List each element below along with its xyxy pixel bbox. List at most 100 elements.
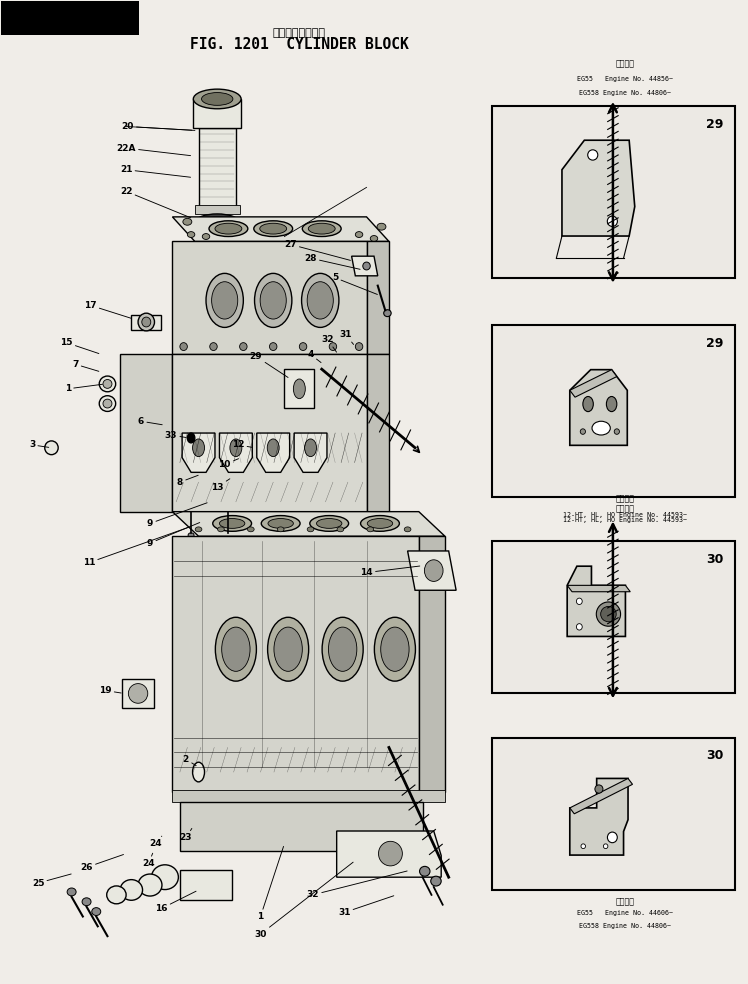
Ellipse shape (99, 376, 116, 392)
Text: 33: 33 (165, 431, 186, 440)
Ellipse shape (607, 216, 617, 226)
Ellipse shape (195, 214, 239, 229)
Polygon shape (173, 790, 445, 802)
Ellipse shape (308, 223, 335, 234)
Ellipse shape (107, 886, 126, 904)
Text: 15: 15 (60, 338, 99, 353)
Text: EG558 Engine No. 44806~: EG558 Engine No. 44806~ (580, 90, 672, 96)
Ellipse shape (99, 396, 116, 411)
Text: 31: 31 (338, 895, 393, 917)
Polygon shape (173, 536, 419, 792)
Text: EG55   Engine No. 44606~: EG55 Engine No. 44606~ (577, 909, 673, 915)
Ellipse shape (260, 223, 286, 234)
Text: 28: 28 (304, 254, 360, 270)
Text: 12-HT, HL, HO Engine No. 44593~: 12-HT, HL, HO Engine No. 44593~ (563, 517, 687, 523)
Text: 26: 26 (80, 854, 123, 872)
Ellipse shape (302, 220, 341, 236)
Polygon shape (562, 141, 635, 236)
Ellipse shape (92, 907, 101, 915)
Text: 30: 30 (254, 862, 353, 939)
Ellipse shape (209, 220, 248, 236)
Ellipse shape (202, 233, 209, 239)
Ellipse shape (45, 441, 58, 455)
Text: 適用影号: 適用影号 (616, 59, 635, 69)
Polygon shape (180, 870, 232, 899)
Ellipse shape (129, 684, 148, 704)
Ellipse shape (310, 516, 349, 531)
Text: 32: 32 (322, 336, 337, 352)
Text: シリンダブロック: シリンダブロック (273, 28, 326, 38)
Ellipse shape (209, 342, 217, 350)
Ellipse shape (607, 832, 617, 842)
Text: 2: 2 (183, 755, 196, 766)
Ellipse shape (604, 844, 608, 848)
Ellipse shape (596, 602, 621, 626)
Ellipse shape (202, 216, 232, 226)
Ellipse shape (577, 624, 582, 630)
Text: 23: 23 (180, 829, 192, 842)
Ellipse shape (293, 379, 305, 399)
Ellipse shape (268, 519, 293, 528)
Ellipse shape (192, 439, 204, 457)
Polygon shape (570, 778, 628, 855)
Text: 25: 25 (31, 874, 71, 888)
Ellipse shape (301, 274, 339, 328)
Polygon shape (173, 512, 445, 536)
Ellipse shape (138, 874, 162, 896)
Text: 29: 29 (706, 118, 723, 131)
Polygon shape (337, 831, 441, 877)
Ellipse shape (215, 617, 257, 681)
Ellipse shape (355, 231, 363, 237)
Ellipse shape (322, 617, 364, 681)
Ellipse shape (261, 516, 300, 531)
Ellipse shape (218, 526, 224, 531)
Ellipse shape (269, 342, 277, 350)
Text: 20: 20 (121, 122, 192, 131)
Text: 9: 9 (147, 503, 207, 528)
Polygon shape (567, 585, 631, 591)
Ellipse shape (152, 865, 178, 890)
Ellipse shape (230, 439, 242, 457)
Ellipse shape (67, 888, 76, 895)
Text: 22A: 22A (117, 144, 191, 155)
Text: 13: 13 (211, 479, 230, 492)
Ellipse shape (583, 397, 593, 411)
Text: FIG. 1201  CYLINDER BLOCK: FIG. 1201 CYLINDER BLOCK (190, 36, 408, 52)
Ellipse shape (580, 429, 586, 434)
Text: 12: 12 (232, 440, 252, 450)
Ellipse shape (329, 342, 337, 350)
Polygon shape (567, 566, 625, 637)
Polygon shape (352, 256, 378, 276)
Ellipse shape (614, 429, 619, 434)
Ellipse shape (180, 342, 187, 350)
Bar (1, 1, 139, 35)
Polygon shape (257, 433, 289, 472)
Ellipse shape (363, 262, 370, 270)
Polygon shape (219, 433, 252, 472)
Ellipse shape (248, 526, 254, 531)
Ellipse shape (219, 519, 245, 528)
Ellipse shape (212, 516, 251, 531)
Ellipse shape (268, 617, 309, 681)
Ellipse shape (420, 866, 430, 876)
Ellipse shape (206, 274, 243, 328)
Text: 9: 9 (147, 523, 200, 547)
Text: 21: 21 (120, 165, 191, 177)
Ellipse shape (316, 519, 342, 528)
Ellipse shape (103, 380, 112, 389)
Polygon shape (570, 778, 633, 814)
Text: 10: 10 (218, 459, 239, 469)
Text: 29: 29 (706, 337, 723, 349)
Polygon shape (408, 551, 456, 590)
Ellipse shape (254, 274, 292, 328)
Ellipse shape (215, 223, 242, 234)
Polygon shape (132, 315, 162, 330)
Ellipse shape (374, 617, 415, 681)
Ellipse shape (431, 876, 441, 886)
Ellipse shape (103, 400, 112, 408)
Text: 17: 17 (84, 301, 131, 318)
Text: 30: 30 (706, 553, 723, 566)
Text: 16: 16 (155, 892, 196, 913)
Polygon shape (173, 241, 367, 354)
Ellipse shape (328, 627, 357, 671)
